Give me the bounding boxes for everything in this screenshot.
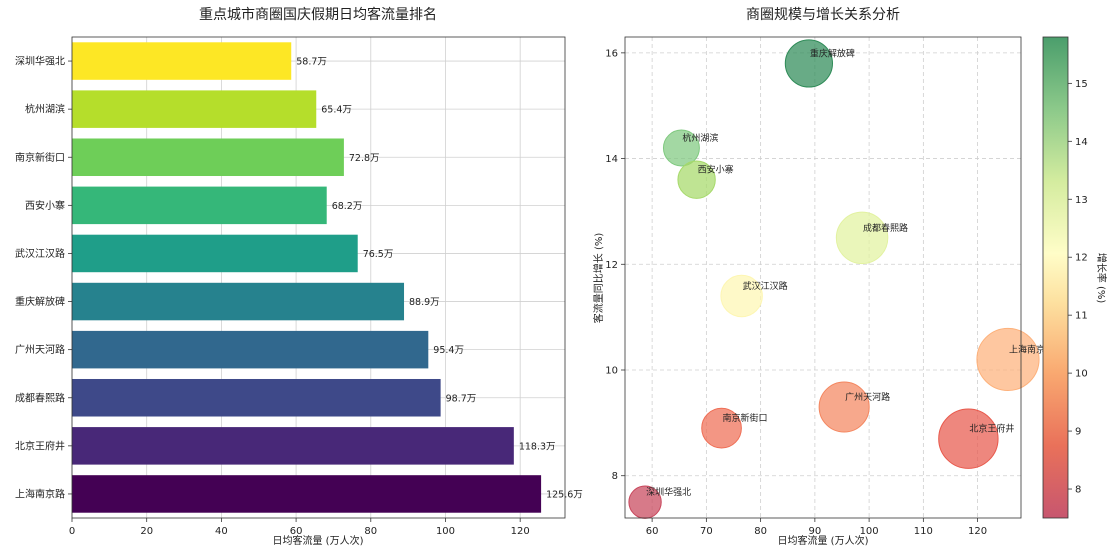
colorbar <box>1042 36 1069 519</box>
scatter-bubble <box>701 407 742 449</box>
scatter-bubble <box>784 39 833 88</box>
bar <box>72 427 514 465</box>
bar-x-tick-label: 20 <box>140 526 153 537</box>
scatter-point-label: 深圳华强北 <box>646 486 691 498</box>
bar-value-label: 95.4万 <box>433 345 464 356</box>
scatter-x-tick-label: 120 <box>968 526 987 537</box>
bar-category-label: 杭州湖滨 <box>25 103 65 116</box>
bar-value-label: 88.9万 <box>409 297 440 308</box>
scatter-x-tick-label: 90 <box>808 526 821 537</box>
colorbar-tick-label: 12 <box>1075 253 1088 264</box>
bar-value-label: 72.8万 <box>349 153 380 164</box>
scatter-x-tick-label: 110 <box>914 526 933 537</box>
scatter-x-axis-label: 日均客流量 (万人次) <box>778 534 869 547</box>
bar-category-label: 北京王府井 <box>15 439 65 452</box>
scatter-point-label: 北京王府井 <box>969 423 1014 435</box>
colorbar-tick-labels: 8 9 10 11 12 13 14 15 <box>1068 79 1088 496</box>
bar <box>72 378 441 417</box>
colorbar-tick-label: 13 <box>1075 195 1088 206</box>
bar-value-label: 65.4万 <box>321 105 352 116</box>
scatter-y-tick-label: 8 <box>612 471 618 482</box>
bar-category-label: 南京新街口 <box>15 151 65 164</box>
bar-value-labels: 58.7万 65.4万 72.8万 68.2万 76.5万 88.9万 95.4万 98.7万… <box>296 57 583 501</box>
bar-bars <box>72 42 542 513</box>
bar-x-tick-label: 120 <box>511 526 530 537</box>
bar <box>72 186 327 225</box>
scatter-bubble <box>662 129 700 167</box>
scatter-bubble <box>835 211 889 265</box>
scatter-point-label: 南京新街口 <box>723 412 768 424</box>
colorbar-tick-label: 9 <box>1075 427 1081 438</box>
scatter-point-label: 广州天河路 <box>845 391 890 403</box>
bar-category-label: 成都春熙路 <box>15 391 65 404</box>
bar-chart-title: 重点城市商圈国庆假期日均客流量排名 <box>199 6 437 23</box>
bar-value-label: 68.2万 <box>332 201 363 212</box>
scatter-plot-frame <box>624 36 1022 519</box>
bar-category-label: 西安小寨 <box>25 199 65 212</box>
scatter-y-tick-label: 16 <box>605 48 618 59</box>
bar-x-tick-label: 100 <box>436 526 455 537</box>
scatter-y-axis-label: 客流量同比增长 (%) <box>592 233 605 324</box>
bar-plot-frame <box>71 36 566 519</box>
bar-x-tick-label: 0 <box>69 526 75 537</box>
bar <box>72 90 317 128</box>
scatter-y-tick-label: 14 <box>605 154 618 165</box>
bar-x-tick-labels: 0 20 40 60 80 100 120 <box>69 518 530 537</box>
scatter-y-tick-labels: 8 10 12 14 16 <box>605 48 625 482</box>
scatter-chart-title: 商圈规模与增长关系分析 <box>746 7 900 23</box>
bar-x-axis-label: 日均客流量 (万人次) <box>273 534 364 547</box>
bar <box>72 42 292 80</box>
scatter-y-tick-label: 10 <box>605 366 618 377</box>
bar-value-label: 98.7万 <box>446 393 477 404</box>
bar-chart: 重点城市商圈国庆假期日均客流量排名 58.7万 65.4万 72.8万 68.2万 76… <box>15 6 583 547</box>
bar <box>72 234 358 273</box>
scatter-point-label: 重庆解放碑 <box>810 47 855 59</box>
bar <box>72 138 344 177</box>
bar-category-label: 重庆解放碑 <box>15 295 65 308</box>
colorbar-tick-label: 14 <box>1075 137 1088 148</box>
scatter-x-tick-label: 70 <box>700 526 713 537</box>
bar-x-tick-label: 40 <box>215 526 228 537</box>
scatter-point-label: 武汉江汉路 <box>743 280 788 292</box>
bar-category-label: 深圳华强北 <box>15 55 65 68</box>
scatter-bubble <box>720 274 763 318</box>
colorbar-label: 增长率 (%) <box>1095 253 1108 304</box>
scatter-bubble <box>677 160 716 199</box>
bar-value-label: 125.6万 <box>546 489 583 500</box>
colorbar-tick-label: 10 <box>1075 369 1088 380</box>
colorbar-tick-label: 11 <box>1075 311 1088 322</box>
scatter-bubble <box>818 381 870 433</box>
bar-category-label: 广州天河路 <box>15 343 65 356</box>
scatter-y-tick-label: 12 <box>605 260 618 271</box>
bar-category-label: 上海南京路 <box>15 487 65 500</box>
bar <box>72 475 542 513</box>
bar-x-tick-label: 80 <box>364 526 377 537</box>
bar-value-label: 118.3万 <box>519 441 556 452</box>
scatter-x-tick-labels: 60 70 80 90 100 110 120 <box>646 518 987 537</box>
bar-x-tick-label: 60 <box>290 526 303 537</box>
bar-category-label: 武汉江汉路 <box>15 247 65 260</box>
scatter-x-tick-label: 80 <box>754 526 767 537</box>
bar-value-label: 58.7万 <box>296 57 327 68</box>
colorbar-tick-label: 15 <box>1075 79 1088 90</box>
bar-value-label: 76.5万 <box>363 249 394 260</box>
bar <box>72 330 429 369</box>
scatter-point-label: 杭州湖滨 <box>682 132 718 144</box>
scatter-x-tick-label: 60 <box>646 526 659 537</box>
scatter-bubbles <box>628 39 1040 519</box>
bar <box>72 282 405 321</box>
colorbar-tick-label: 8 <box>1075 485 1081 496</box>
scatter-x-tick-label: 100 <box>860 526 879 537</box>
scatter-point-label: 成都春熙路 <box>863 222 908 234</box>
scatter-point-label: 西安小寨 <box>698 164 734 176</box>
bar-y-tick-labels: 深圳华强北杭州湖滨南京新街口西安小寨武汉江汉路重庆解放碑广州天河路成都春熙路北京… <box>15 55 72 500</box>
scatter-bubble <box>976 327 1040 391</box>
scatter-bubble <box>938 408 999 469</box>
